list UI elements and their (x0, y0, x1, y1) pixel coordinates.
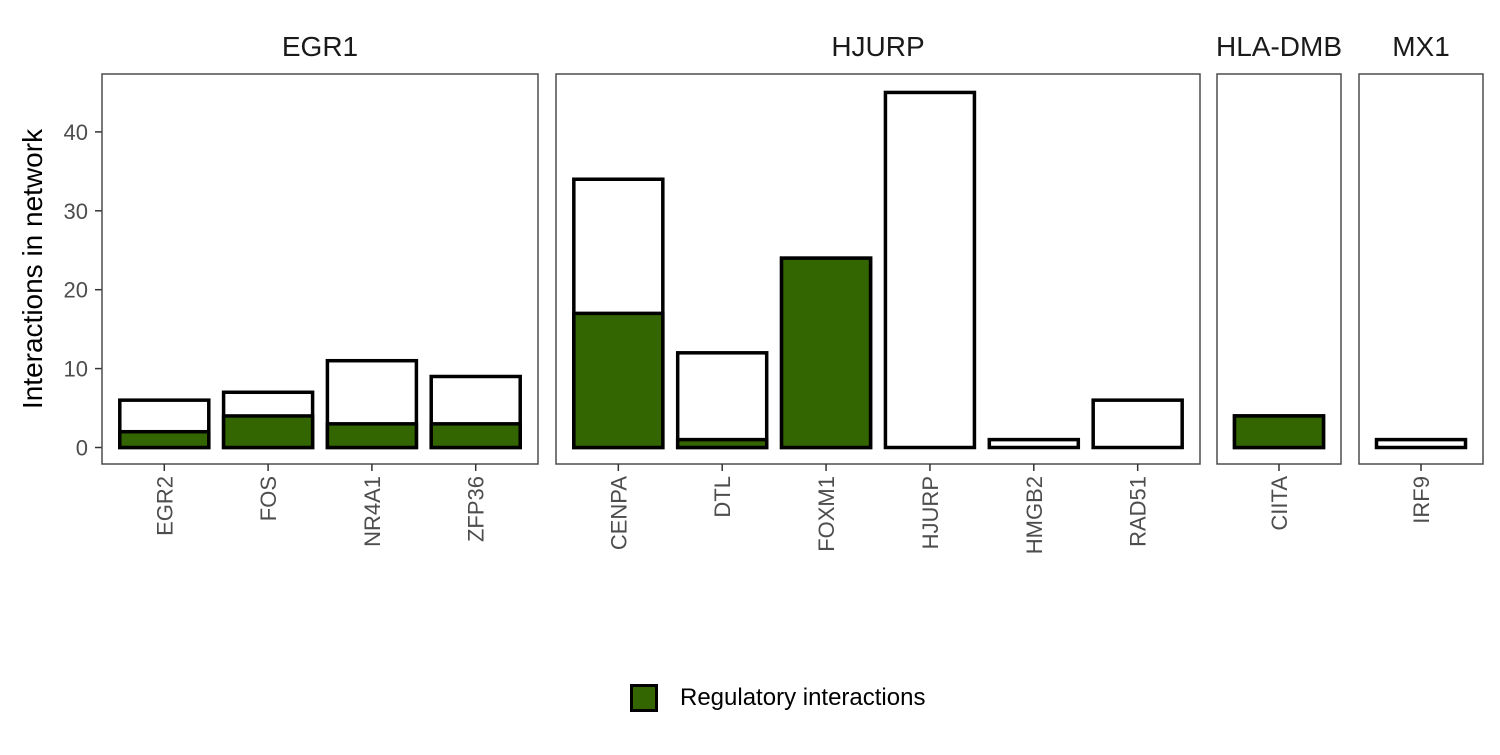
bar-total (1374, 437, 1468, 450)
bar-total (675, 351, 769, 450)
panel-border (555, 73, 1201, 465)
panel-border (1216, 73, 1342, 465)
facet-panel-mx1: MX1 IRF9 (1358, 31, 1484, 524)
bar-total (1091, 398, 1184, 450)
facet-strip-label: HJURP (831, 31, 924, 62)
bar-regulatory (221, 414, 315, 450)
x-tick-label: FOXM1 (814, 476, 839, 552)
x-tick-label: ZFP36 (464, 476, 489, 542)
bar-regulatory (429, 422, 522, 450)
facet-strip-label: EGR1 (282, 31, 358, 62)
x-tick-label: RAD51 (1126, 476, 1151, 547)
x-tick-label: DTL (710, 476, 735, 518)
legend: Regulatory interactions (630, 680, 925, 716)
y-tick-label: 10 (64, 357, 88, 382)
bar-regulatory (572, 311, 665, 450)
facet-strip-label: MX1 (1392, 31, 1450, 62)
x-tick-label: CENPA (606, 476, 631, 550)
bar-total (883, 90, 977, 450)
bar-regulatory (118, 429, 211, 450)
facet-panel-egr1: EGR1 EGR2 FOS NR4A1 ZFP36 (101, 31, 539, 547)
facet-panel-hla-dmb: HLA-DMB CIITA (1216, 31, 1342, 531)
y-tick-label: 40 (64, 120, 88, 145)
y-tick-label: 20 (64, 278, 88, 303)
legend-key-regulatory (630, 684, 658, 712)
x-tick-label: FOS (256, 476, 281, 521)
panel-border (1358, 73, 1484, 465)
facet-strip-label: HLA-DMB (1216, 31, 1342, 62)
bar-total (987, 437, 1081, 450)
x-tick-label: EGR2 (152, 476, 177, 536)
bar-regulatory (1232, 414, 1326, 450)
bar-regulatory (779, 256, 873, 450)
panel-border (101, 73, 539, 465)
x-tick-label: IRF9 (1409, 476, 1434, 524)
x-tick-label: NR4A1 (360, 476, 385, 547)
bar-regulatory (325, 422, 419, 450)
bar-regulatory (675, 437, 769, 450)
x-tick-label: CIITA (1267, 476, 1292, 531)
facet-panel-hjurp: HJURP CENPA DTL FOXM1 HJURP HMGB2 RAD51 (555, 31, 1201, 554)
y-axis-title: Interactions in network (17, 128, 48, 409)
legend-label: Regulatory interactions (680, 684, 926, 711)
x-tick-label: HMGB2 (1022, 476, 1047, 554)
y-tick-label: 30 (64, 199, 88, 224)
y-tick-label: 0 (76, 436, 88, 461)
x-tick-label: HJURP (918, 476, 943, 549)
